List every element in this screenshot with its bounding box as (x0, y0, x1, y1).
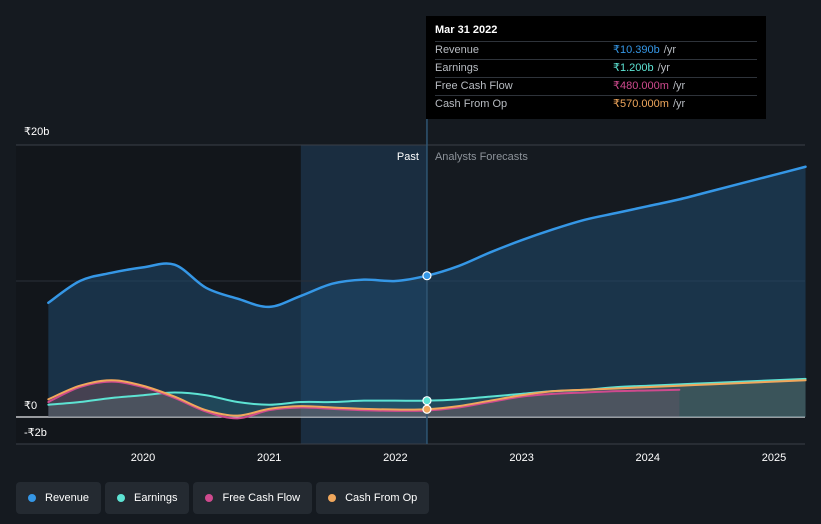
free-cash-flow-dot-icon (205, 494, 214, 502)
x-tick-label: 2024 (636, 452, 660, 464)
tooltip-row-revenue: Revenue ₹10.390b /yr (435, 41, 757, 59)
x-tick-label: 2021 (257, 452, 281, 464)
tooltip-label: Cash From Op (435, 98, 508, 110)
tooltip-label: Earnings (435, 62, 479, 74)
legend: Revenue Earnings Free Cash Flow Cash Fro… (16, 482, 430, 514)
x-tick-label: 2020 (131, 452, 155, 464)
x-tick-label: 2022 (383, 452, 407, 464)
tooltip-value: ₹570.000m (613, 98, 669, 110)
legend-label: Earnings (134, 492, 178, 504)
tooltip-row-free-cash-flow: Free Cash Flow ₹480.000m /yr (435, 77, 757, 95)
tooltip-label: Free Cash Flow (435, 80, 513, 92)
series-line-free-cash-flow (47, 380, 681, 420)
marker-revenue (422, 271, 432, 281)
marker-earnings (422, 396, 432, 406)
x-tick-label: 2023 (509, 452, 533, 464)
legend-item-revenue[interactable]: Revenue (16, 482, 102, 514)
marker-cash-from-op (422, 404, 432, 414)
tooltip-row-earnings: Earnings ₹1.200b /yr (435, 59, 757, 77)
tooltip-unit: /yr (672, 80, 686, 92)
x-tick-label: 2025 (762, 452, 786, 464)
tooltip: Mar 31 2022 Revenue ₹10.390b /yr Earning… (426, 16, 766, 119)
tooltip-date: Mar 31 2022 (435, 24, 498, 36)
revenue-dot-icon (28, 494, 36, 502)
cash-from-op-dot-icon (328, 494, 337, 502)
tooltip-unit: /yr (672, 98, 686, 110)
tooltip-label: Revenue (435, 44, 480, 56)
past-label: Past (397, 151, 419, 163)
legend-item-free-cash-flow[interactable]: Free Cash Flow (193, 482, 313, 514)
tooltip-value: ₹10.390b (613, 44, 660, 56)
legend-label: Cash From Op (345, 492, 418, 504)
y-tick-label: ₹0 (24, 400, 37, 412)
legend-label: Free Cash Flow (222, 492, 301, 504)
earnings-dot-icon (117, 494, 126, 502)
tooltip-row-cash-from-op: Cash From Op ₹570.000m /yr (435, 95, 757, 113)
series-area-free-cash-flow (48, 381, 680, 419)
y-tick-label: ₹20b (24, 126, 49, 138)
legend-item-earnings[interactable]: Earnings (105, 482, 190, 514)
tooltip-unit: /yr (657, 62, 670, 74)
tooltip-value: ₹1.200b (613, 62, 654, 74)
tooltip-unit: /yr (663, 44, 676, 56)
series-area-cash-from-op (48, 380, 806, 417)
y-tick-label: -₹2b (24, 427, 47, 439)
legend-label: Revenue (45, 492, 90, 504)
forecast-label: Analysts Forecasts (435, 151, 528, 163)
legend-item-cash-from-op[interactable]: Cash From Op (316, 482, 430, 514)
tooltip-value: ₹480.000m (613, 80, 669, 92)
